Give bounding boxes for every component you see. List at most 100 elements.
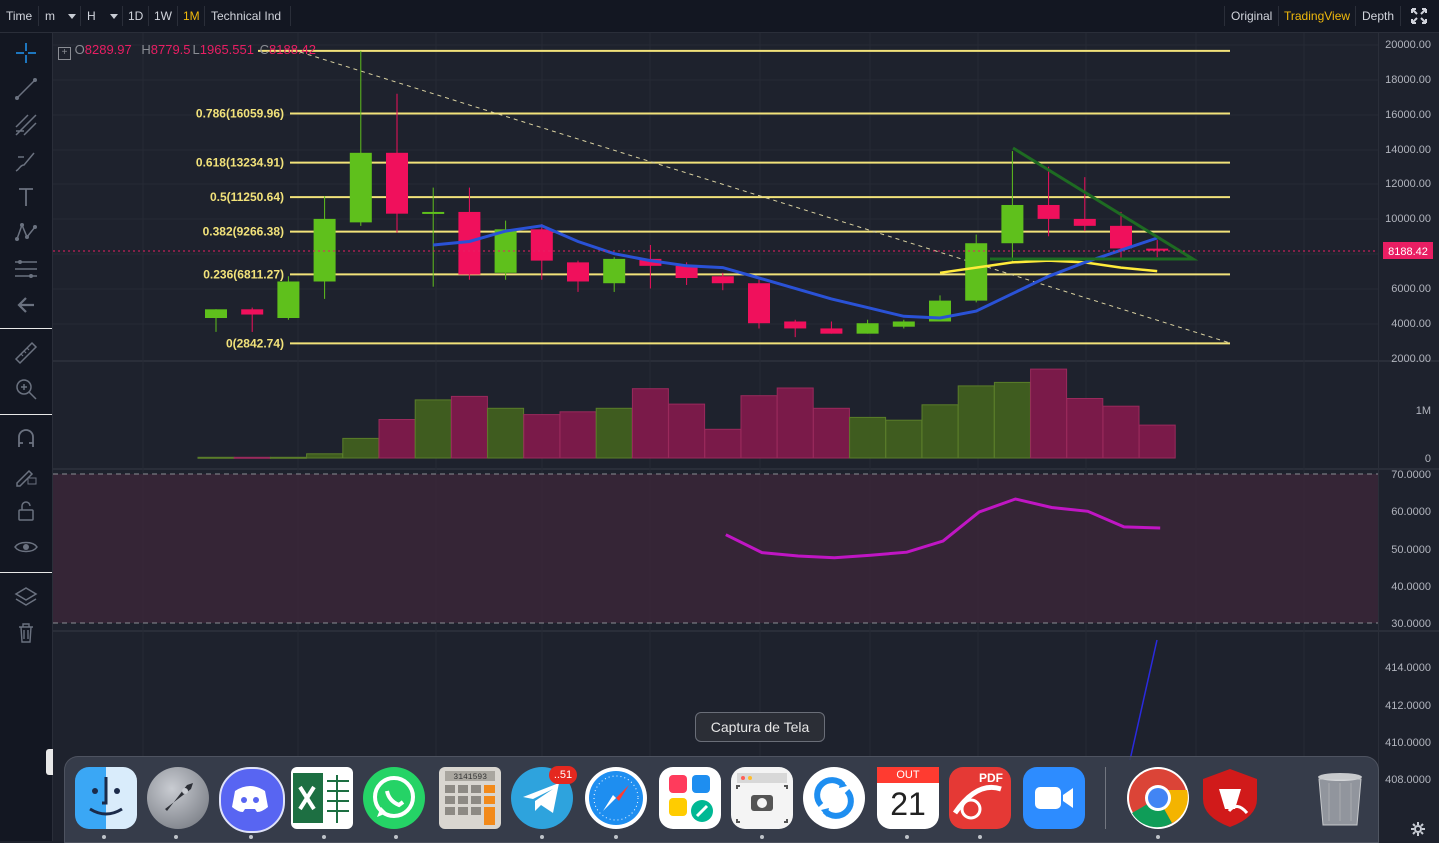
back-arrow-icon[interactable] — [12, 291, 40, 319]
running-indicator — [540, 835, 544, 839]
volume-bar — [1138, 424, 1176, 459]
layers-icon[interactable] — [12, 583, 40, 611]
interval-1m-button[interactable]: 1M — [183, 9, 200, 23]
low-label: L — [192, 42, 200, 57]
ma-blue-line — [433, 224, 1158, 320]
axis-tick-label: 14000.00 — [1385, 144, 1431, 156]
running-indicator — [1156, 835, 1160, 839]
shield-app-icon[interactable] — [1199, 767, 1261, 829]
zoom-in-icon[interactable] — [12, 375, 40, 403]
fib-levels-icon[interactable] — [12, 255, 40, 283]
collapse-toolbar-handle[interactable] — [46, 749, 56, 775]
finder-icon[interactable] — [75, 767, 137, 829]
interval-1d-button[interactable]: 1D — [128, 9, 144, 23]
candle-body — [458, 211, 481, 275]
divider — [1355, 6, 1356, 26]
pane-divider[interactable] — [53, 468, 1439, 470]
fib-retracement[interactable]: 0.786(16059.96) 0.618(13234.91) 0.5(11250.… — [196, 49, 1230, 350]
utilities-icon[interactable] — [659, 767, 721, 829]
divider — [1278, 6, 1279, 26]
sync-icon[interactable] — [803, 767, 865, 829]
volume-bar — [885, 419, 923, 459]
running-indicator — [102, 835, 106, 839]
triangle-pattern[interactable] — [990, 146, 1199, 261]
unlock-icon[interactable] — [12, 497, 40, 525]
eye-icon[interactable] — [12, 533, 40, 561]
technical-indicators-button[interactable]: Technical Ind — [211, 9, 282, 23]
volume-tick-labels: 1M 0 — [1416, 405, 1431, 465]
pane-divider[interactable] — [53, 630, 1439, 632]
brush-icon[interactable] — [12, 147, 40, 175]
trash-icon[interactable] — [1309, 767, 1371, 829]
chevron-down-icon[interactable] — [68, 14, 76, 19]
volume-bar — [1030, 368, 1068, 459]
close-label: C — [259, 42, 270, 57]
volume-axis[interactable] — [1378, 362, 1439, 468]
calculator-icon[interactable]: 3141593 — [439, 767, 501, 829]
rsi-axis[interactable] — [1378, 470, 1439, 630]
magnet-icon[interactable] — [12, 425, 40, 453]
minute-select[interactable]: m — [45, 9, 55, 23]
screenshot-icon[interactable] — [731, 767, 793, 829]
view-depth-button[interactable]: Depth — [1362, 9, 1395, 23]
pdf-icon[interactable]: PDF — [949, 767, 1011, 829]
current-price-label: 8188.42 — [1388, 246, 1428, 258]
divider — [0, 328, 52, 329]
hour-select[interactable]: H — [87, 9, 96, 23]
trend-line-icon[interactable] — [12, 75, 40, 103]
whatsapp-icon[interactable] — [363, 767, 425, 829]
safari-icon[interactable] — [585, 767, 647, 829]
rocket-icon[interactable] — [147, 767, 209, 829]
dashed-trend-line[interactable] — [299, 51, 1231, 344]
volume-bar — [957, 385, 995, 459]
pattern-icon[interactable] — [12, 219, 40, 247]
volume-bars — [197, 368, 1176, 459]
ruler-icon[interactable] — [12, 339, 40, 367]
price-tick-labels: 20000.00 18000.00 16000.00 14000.00 12000.00… — [1385, 39, 1431, 365]
axis-tick-label: 10000.00 — [1385, 213, 1431, 225]
candles — [205, 50, 1169, 338]
lower-axis[interactable] — [1378, 632, 1439, 841]
macos-dock: 3141593 ..51 OUT 21 PDF — [64, 756, 1379, 843]
high-label: H — [141, 42, 151, 57]
trash-drawing-icon[interactable] — [12, 619, 40, 647]
volume-bar — [197, 456, 235, 459]
fib-label: 0.236(6811.27) — [203, 267, 284, 281]
volume-bar — [342, 437, 380, 459]
fib-label: 0.5(11250.64) — [210, 190, 284, 204]
volume-bar — [1102, 405, 1140, 459]
running-indicator — [760, 835, 764, 839]
price-axis[interactable] — [1378, 33, 1439, 360]
chevron-down-icon[interactable] — [110, 14, 118, 19]
crosshair-icon[interactable] — [12, 39, 40, 67]
axis-tick-label: 16000.00 — [1385, 109, 1431, 121]
running-indicator — [614, 835, 618, 839]
calculator-display: 3141593 — [453, 773, 487, 782]
plus-icon[interactable]: + — [58, 47, 71, 60]
volume-bar — [559, 411, 597, 459]
settings-gear-icon[interactable] — [1410, 821, 1426, 837]
axis-tick-label: 408.0000 — [1385, 774, 1431, 786]
text-tool-icon[interactable] — [12, 183, 40, 211]
lock-drawing-icon[interactable] — [12, 461, 40, 489]
dock-tooltip: Captura de Tela — [695, 712, 825, 742]
calendar-icon[interactable]: OUT 21 — [877, 767, 939, 829]
candle-body — [205, 309, 227, 319]
calendar-month: OUT — [896, 769, 920, 781]
zoom-icon[interactable] — [1023, 767, 1085, 829]
divider — [204, 6, 205, 26]
interval-1w-button[interactable]: 1W — [154, 9, 172, 23]
fullscreen-icon[interactable] — [1410, 7, 1428, 25]
volume-bar — [921, 404, 959, 459]
volume-bar — [487, 407, 525, 459]
excel-icon[interactable] — [291, 767, 353, 829]
chrome-icon[interactable] — [1127, 767, 1189, 829]
chart-topbar: Time m H 1D 1W 1M Technical Ind Original… — [0, 0, 1439, 33]
pane-divider[interactable] — [53, 360, 1439, 362]
discord-icon[interactable] — [219, 767, 285, 833]
view-tradingview-button[interactable]: TradingView — [1284, 9, 1351, 23]
candle-body — [422, 211, 445, 214]
view-original-button[interactable]: Original — [1231, 9, 1273, 23]
multi-line-icon[interactable] — [12, 111, 40, 139]
